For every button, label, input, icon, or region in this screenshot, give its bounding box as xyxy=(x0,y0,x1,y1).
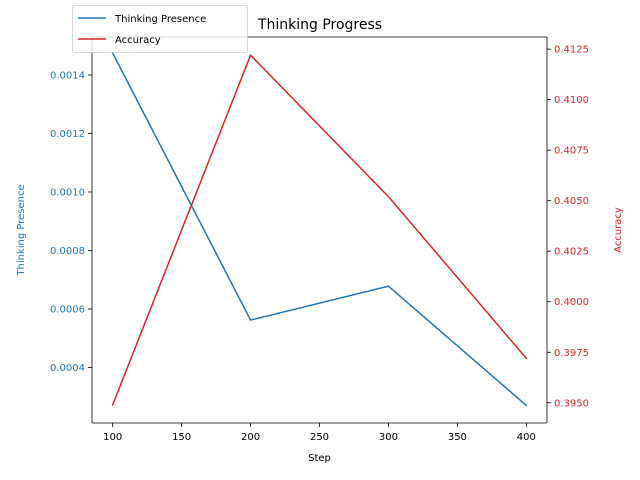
left-y-tick-label: 0.0006 xyxy=(50,304,85,315)
series-line-accuracy xyxy=(111,54,528,406)
left-y-tick-label: 0.0004 xyxy=(50,363,85,374)
left-y-tick-label: 0.0014 xyxy=(50,71,85,82)
left-y-tick-label: 0.0012 xyxy=(50,129,85,140)
x-tick-label: 100 xyxy=(103,432,122,443)
right-y-tick-label: 0.4050 xyxy=(554,196,589,207)
series-line-thinking-presence xyxy=(111,52,528,407)
legend-label-thinking-presence: Thinking Presence xyxy=(114,14,206,25)
right-y-tick-label: 0.4100 xyxy=(554,95,589,106)
chart-title: Thinking Progress xyxy=(257,17,382,33)
left-y-tick-label: 0.0008 xyxy=(50,246,85,257)
x-tick-label: 200 xyxy=(241,432,260,443)
legend: Thinking Presence Accuracy xyxy=(72,5,248,53)
right-y-tick-label: 0.4025 xyxy=(554,247,589,258)
x-axis-label: Step xyxy=(308,453,331,464)
x-tick-label: 150 xyxy=(172,432,191,443)
right-y-axis-label: Accuracy xyxy=(613,207,624,253)
right-y-tick-label: 0.3975 xyxy=(554,348,589,359)
legend-box xyxy=(72,5,248,53)
right-y-tick-label: 0.4000 xyxy=(554,297,589,308)
plot-area xyxy=(111,52,528,407)
x-tick-label: 250 xyxy=(310,432,329,443)
left-y-axis-label: Thinking Presence xyxy=(16,184,27,276)
right-y-tick-label: 0.3950 xyxy=(554,398,589,409)
right-y-tick-label: 0.4125 xyxy=(554,45,589,56)
legend-label-accuracy: Accuracy xyxy=(115,35,161,46)
x-tick-label: 400 xyxy=(517,432,536,443)
x-tick-label: 350 xyxy=(448,432,467,443)
right-y-tick-label: 0.4075 xyxy=(554,146,589,157)
axes: 100 150 200 250 300 350 400 Step 0.0004 0.0006 0.0… xyxy=(16,36,624,464)
x-tick-label: 300 xyxy=(379,432,398,443)
left-y-tick-label: 0.0010 xyxy=(50,187,85,198)
